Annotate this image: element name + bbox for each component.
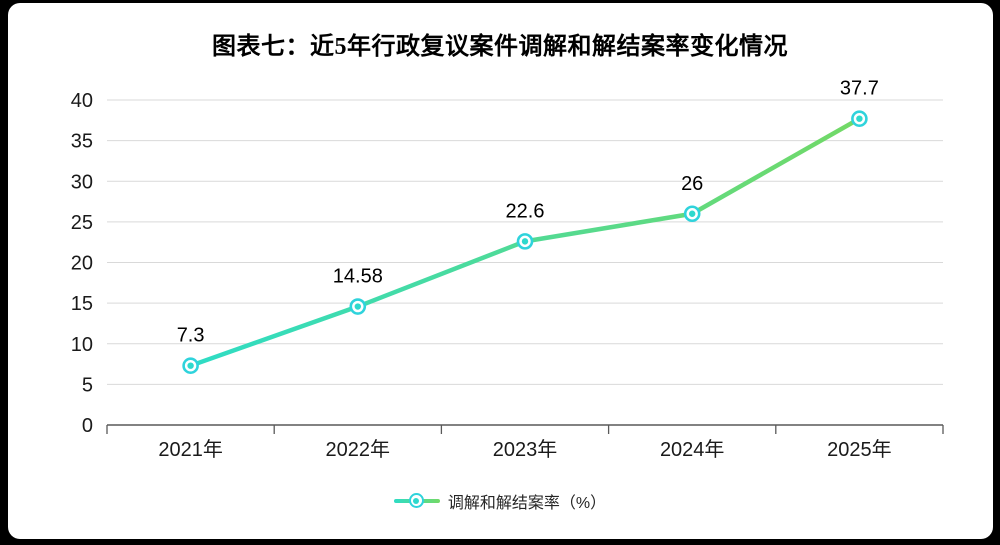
legend: 调解和解结案率（%） [0, 489, 1000, 513]
data-point-label: 22.6 [506, 200, 545, 222]
legend-marker-dot [413, 497, 420, 504]
data-point-label: 14.58 [333, 266, 383, 288]
chart-title: 图表七：近5年行政复议案件调解和解结案率变化情况 [212, 34, 788, 60]
data-point-marker-dot [187, 362, 194, 369]
legend-marker-icon [408, 493, 424, 508]
y-axis-label: 0 [82, 415, 93, 437]
data-point-marker-dot [354, 303, 361, 310]
window-frame [8, 3, 993, 539]
y-axis-label: 20 [71, 253, 93, 275]
legend-series-label: 调解和解结案率（%） [447, 495, 607, 512]
y-axis-label: 30 [71, 171, 93, 193]
data-point-label: 26 [681, 173, 703, 195]
y-axis-label: 25 [71, 212, 93, 234]
x-axis-label: 2021年 [158, 438, 223, 461]
y-axis-label: 40 [71, 90, 93, 112]
y-axis-label: 35 [71, 131, 93, 153]
x-axis-label: 2024年 [660, 438, 725, 461]
y-axis-label: 10 [71, 334, 93, 356]
x-axis-label: 2025年 [827, 438, 892, 461]
legend-line-marker-icon [393, 493, 440, 509]
data-point-label: 7.3 [177, 325, 205, 347]
y-axis-label: 15 [71, 293, 93, 315]
data-point-marker-dot [856, 115, 863, 122]
y-axis-label: 5 [82, 374, 93, 396]
data-point-marker-dot [689, 210, 696, 217]
data-point-marker-dot [521, 238, 529, 245]
data-point-label: 37.7 [840, 78, 879, 100]
x-axis-label: 2023年 [493, 438, 558, 461]
x-axis-label: 2022年 [326, 438, 391, 461]
